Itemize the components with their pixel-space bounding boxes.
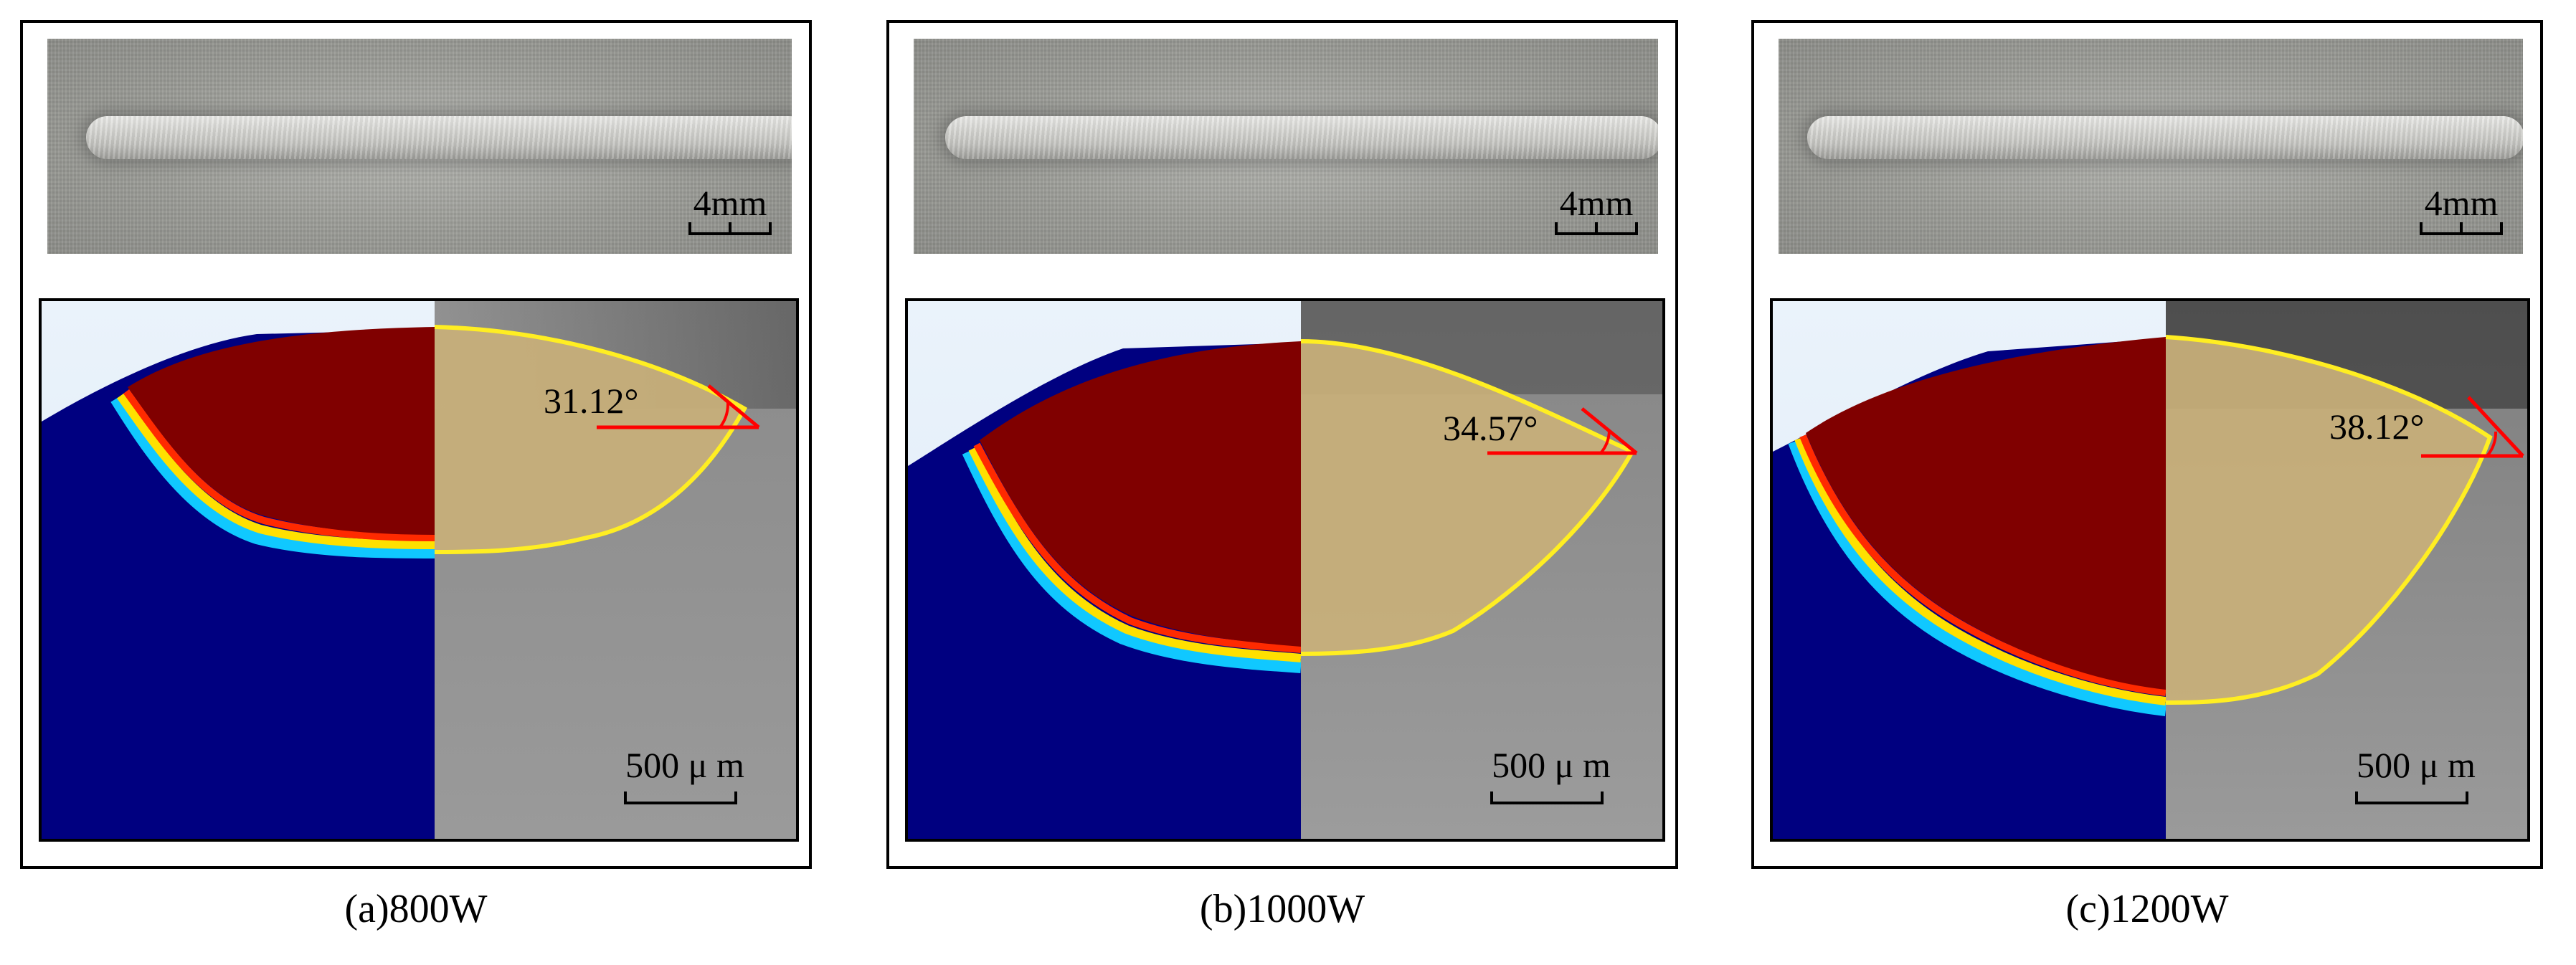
- weld-bead: [1807, 116, 2523, 159]
- angle-arc: [719, 402, 730, 429]
- weld-bead: [945, 116, 1658, 159]
- cross-section-drawing: [1773, 301, 2527, 839]
- micro-scale-label: 500 μ m: [625, 745, 744, 785]
- fusion-boundary: [2165, 335, 2493, 705]
- sim-isotherm-red: [1799, 434, 2167, 696]
- photo-scale-label: 4mm: [1559, 183, 1634, 223]
- sim-isotherm-red: [973, 442, 1302, 653]
- micro-scale-bar: 500 μ m: [595, 746, 775, 814]
- sim-isotherm-yellow: [117, 393, 435, 549]
- sim-isotherm-cyan: [110, 395, 435, 558]
- panel-1000w: 4mm 3: [886, 20, 1678, 869]
- sim-isotherm-cyan: [1788, 439, 2167, 716]
- caption-1000w: (b)1000W: [1199, 887, 1365, 931]
- sim-isotherm-red: [123, 389, 435, 541]
- fusion-zone: [2166, 337, 2490, 703]
- cross-section-drawing: [42, 301, 796, 839]
- cross-section-comparison: 31.12° 500 μ m: [39, 298, 799, 842]
- caption-800w: (a)800W: [344, 887, 488, 931]
- fusion-zone: [435, 327, 744, 552]
- caption-1200w: (c)1200W: [2065, 887, 2229, 931]
- photo-scale-label: 4mm: [2424, 183, 2499, 223]
- sim-isotherm-yellow: [1794, 437, 2167, 705]
- contact-angle-label: 38.12°: [2329, 407, 2425, 447]
- micro-scale-label: 500 μ m: [1492, 745, 1611, 785]
- weld-bead-photo: 4mm: [47, 39, 792, 254]
- sim-isotherm-cyan: [962, 449, 1302, 673]
- sim-molten-pool: [980, 341, 1301, 647]
- photo-scale-bar: 4mm: [684, 184, 776, 245]
- angle-tangent: [707, 384, 760, 429]
- cross-section-comparison: 38.12° 500 μ m: [1770, 298, 2530, 842]
- fusion-boundary: [1300, 339, 1636, 656]
- panel-1200w: 4mm 3: [1751, 20, 2543, 869]
- cross-section-comparison: 34.57° 500 μ m: [905, 298, 1665, 842]
- cross-section-drawing: [908, 301, 1662, 839]
- micro-scale-bar: 500 μ m: [2326, 746, 2506, 814]
- fusion-zone: [1301, 341, 1632, 654]
- photo-scale-bar: 4mm: [2415, 184, 2507, 245]
- weld-bead: [86, 116, 792, 159]
- angle-arc: [1599, 429, 1611, 455]
- fusion-boundary: [434, 325, 748, 554]
- contact-angle-label: 31.12°: [544, 381, 639, 421]
- sim-molten-pool: [128, 327, 435, 535]
- photo-scale-label: 4mm: [693, 183, 767, 223]
- angle-tangent: [2467, 396, 2524, 457]
- contact-angle-label: 34.57°: [1443, 408, 1538, 448]
- micro-scale-bar: 500 μ m: [1462, 746, 1641, 814]
- angle-arc: [2486, 431, 2498, 457]
- panel-800w: 4mm: [20, 20, 812, 869]
- weld-bead-photo: 4mm: [1779, 39, 2523, 254]
- sim-isotherm-yellow: [968, 447, 1302, 662]
- sim-molten-pool: [1806, 337, 2166, 690]
- micro-scale-label: 500 μ m: [2357, 745, 2476, 785]
- photo-scale-bar: 4mm: [1550, 184, 1642, 245]
- weld-bead-photo: 4mm: [914, 39, 1658, 254]
